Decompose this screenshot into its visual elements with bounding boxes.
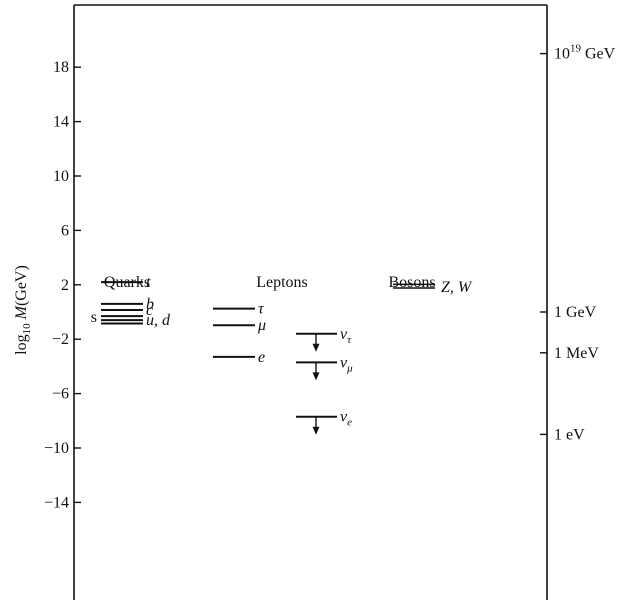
quark-label: t [146, 274, 151, 291]
bosons-heading: Bosons [388, 274, 435, 291]
lepton-label: τ [258, 301, 265, 318]
left-tick-label: −14 [44, 494, 69, 511]
right-tick-label: 1 MeV [554, 345, 599, 362]
left-tick-label: −2 [52, 331, 69, 348]
boson-label: Z, W [441, 279, 473, 296]
right-tick-label: 1 GeV [554, 304, 597, 321]
left-tick-label: 10 [53, 168, 69, 185]
y-axis-label: log10 M(GeV) [13, 265, 33, 355]
neutrino-label: ντ [340, 326, 352, 346]
left-tick-label: 14 [53, 114, 69, 131]
quark-label: u, d [146, 312, 171, 329]
down-arrow-icon [312, 426, 320, 435]
left-tick-label: −6 [52, 386, 69, 403]
left-ticks: 18 14 10 6 2 −2 −6 −10 −14 [44, 59, 81, 511]
neutrino-label: νμ [340, 354, 353, 374]
neutrino-levels: ντ νμ νe [296, 326, 353, 435]
left-tick-label: −10 [44, 440, 69, 457]
right-tick-label: 1019 GeV [554, 43, 616, 63]
svg-text:log10 M(GeV): log10 M(GeV) [13, 265, 33, 355]
lepton-label: e [258, 349, 265, 366]
quark-label: c [146, 302, 153, 319]
left-tick-label: 2 [61, 277, 69, 294]
quark-label: s [91, 309, 97, 326]
down-arrow-icon [312, 372, 320, 381]
quark-label: b [146, 296, 154, 313]
quark-levels: tbc s u, d [91, 274, 171, 329]
left-tick-label: 18 [53, 59, 69, 76]
neutrino-label: νe [340, 409, 352, 429]
right-tick-label: 1 eV [554, 426, 585, 443]
down-arrow-icon [312, 343, 320, 352]
lepton-levels: τμe [213, 301, 266, 366]
left-tick-label: 6 [61, 222, 69, 239]
right-ticks: 1019 GeV 1 GeV 1 MeV 1 eV [540, 43, 616, 443]
lepton-label: μ [257, 317, 266, 334]
boson-levels: Z, W [393, 279, 473, 296]
leptons-heading: Leptons [256, 274, 308, 291]
